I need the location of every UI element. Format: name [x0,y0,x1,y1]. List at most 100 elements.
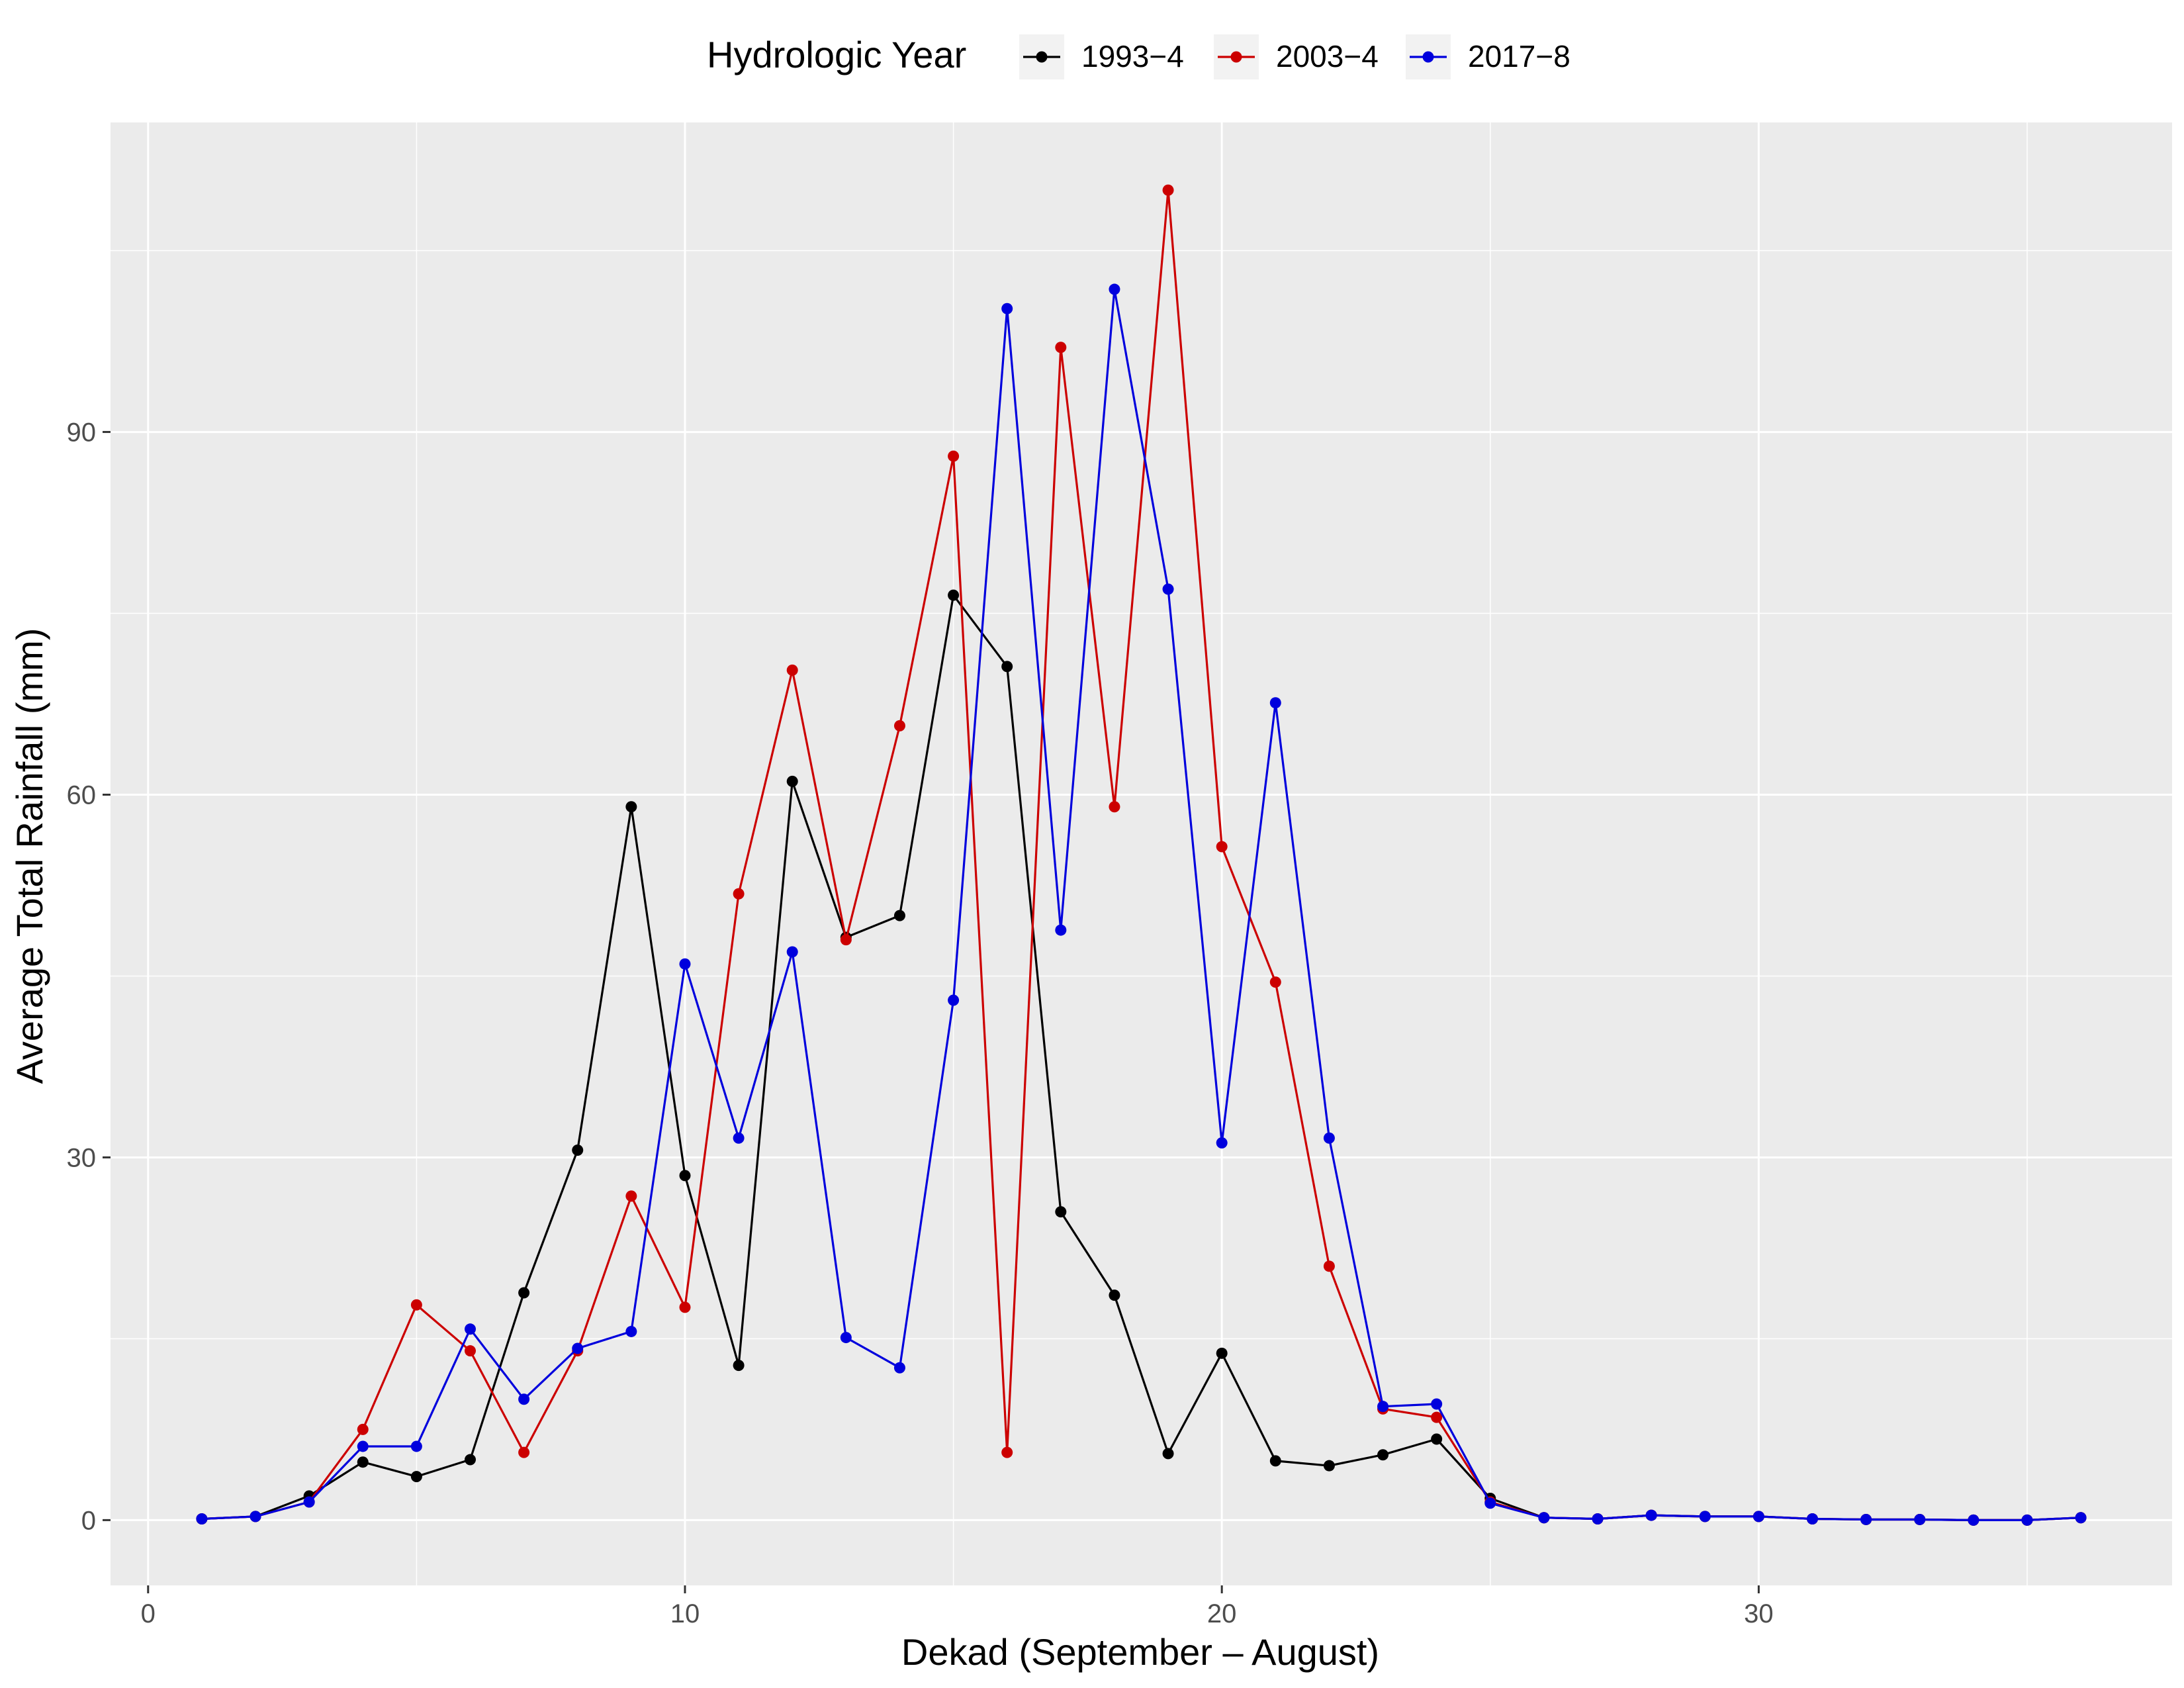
data-point [1592,1513,1604,1525]
data-point [679,1170,691,1182]
data-point [948,994,960,1006]
y-axis-title: Average Total Rainfall (mm) [9,628,50,1084]
data-point [786,946,798,958]
data-point [1968,1514,1979,1526]
legend: Hydrologic Year 1993−4 2003−4 2017−8 [707,34,1570,79]
data-point [625,801,637,813]
data-point [572,1144,584,1156]
x-axis-title: Dekad (September – August) [901,1631,1379,1673]
data-point [1162,583,1174,595]
data-point [733,888,745,900]
data-point [410,1299,422,1311]
data-point [1645,1509,1657,1521]
series-line [201,288,2081,1521]
data-point [893,1362,905,1374]
legend-item: 2003−4 [1214,34,1379,79]
data-point [840,1332,852,1344]
data-point [1109,283,1120,295]
data-point [1323,1460,1335,1472]
legend-key-point [1230,51,1242,63]
data-point [1269,697,1281,709]
data-point [518,1393,530,1405]
data-point [1001,1446,1013,1458]
legend-item: 1993−4 [1019,34,1184,79]
data-point [1055,342,1067,353]
data-point [2021,1514,2033,1526]
y-tick-label: 90 [67,418,97,447]
data-point [1109,801,1120,813]
data-point [2075,1512,2087,1524]
data-point [733,1132,745,1144]
data-point [1377,1449,1389,1461]
data-point [1269,1455,1281,1467]
data-point [625,1190,637,1202]
data-point [948,450,960,462]
legend-title: Hydrologic Year [707,34,966,75]
data-point [786,664,798,676]
data-point [357,1440,369,1452]
data-point [1269,976,1281,988]
data-point [465,1454,477,1466]
legend-label: 2003−4 [1276,39,1379,73]
legend-key-point [1422,51,1434,63]
data-point [679,958,691,970]
data-point [1860,1513,1872,1525]
data-point [1162,184,1174,196]
x-tick-label: 10 [670,1599,700,1628]
data-point [196,1513,208,1525]
data-point [1162,1448,1174,1460]
data-point [572,1342,584,1354]
data-point [1216,841,1228,853]
data-point [518,1287,530,1299]
data-point [465,1345,477,1357]
data-point [465,1323,477,1335]
data-point [1538,1512,1550,1524]
data-point [410,1471,422,1483]
data-point [1216,1347,1228,1359]
data-point [893,720,905,731]
data-point [733,1360,745,1372]
data-point [1914,1513,1926,1525]
data-point [1431,1411,1443,1423]
y-tick-label: 60 [67,781,97,810]
data-point [1109,1289,1120,1301]
y-tick-label: 30 [67,1143,97,1172]
data-point [1323,1260,1335,1272]
data-point [1699,1511,1711,1523]
x-tick-label: 30 [1744,1599,1774,1628]
data-point [357,1423,369,1435]
series-2 [196,283,2087,1526]
axes-layer: 0 10 20 30 0 30 60 90 [67,418,1774,1628]
data-point [1001,303,1013,314]
data-point [948,589,960,601]
data-point [1377,1401,1389,1413]
data-point [518,1446,530,1458]
data-point [1752,1511,1764,1523]
plot-panel [111,122,2172,1585]
data-point [893,910,905,921]
series-layer [196,184,2087,1526]
x-tick-label: 0 [141,1599,156,1628]
data-point [410,1440,422,1452]
minor-gridlines [111,122,2172,1585]
x-tick-label: 20 [1207,1599,1237,1628]
legend-key-point [1036,51,1048,63]
data-point [1216,1137,1228,1149]
data-point [1323,1132,1335,1144]
data-point [357,1456,369,1468]
legend-item: 2017−8 [1406,34,1570,79]
data-point [1484,1497,1496,1509]
data-point [840,934,852,946]
data-point [1055,924,1067,936]
data-point [250,1511,261,1523]
data-point [786,775,798,787]
data-point [303,1496,315,1508]
data-point [1431,1398,1443,1410]
y-tick-label: 0 [81,1506,96,1535]
data-point [1055,1206,1067,1218]
data-point [1806,1513,1818,1525]
data-point [1431,1433,1443,1445]
data-point [679,1301,691,1313]
legend-label: 2017−8 [1468,39,1570,73]
